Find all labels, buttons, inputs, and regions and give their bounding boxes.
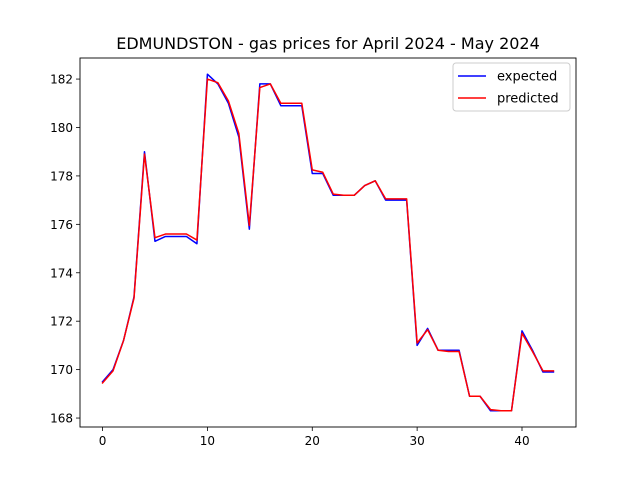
series-layer bbox=[101, 73, 555, 412]
series-line-predicted bbox=[101, 78, 555, 412]
legend-label-predicted: predicted bbox=[497, 92, 559, 107]
axis-ticks: 0 10 20 30 40 168 170 172 174 176 178 180 182 bbox=[50, 73, 530, 448]
legend-box bbox=[452, 62, 571, 112]
y-tick-label: 180 bbox=[50, 121, 73, 135]
legend: expected predicted bbox=[452, 62, 571, 112]
y-tick-label: 174 bbox=[50, 266, 73, 280]
y-tick-label: 170 bbox=[50, 363, 73, 377]
y-tick-label: 182 bbox=[50, 73, 73, 87]
x-tick-label: 40 bbox=[514, 434, 529, 448]
plot-area-frame bbox=[79, 57, 577, 428]
y-tick-label: 176 bbox=[50, 218, 73, 232]
y-tick-label: 172 bbox=[50, 315, 73, 329]
x-tick-label: 0 bbox=[99, 434, 107, 448]
y-tick-label: 168 bbox=[50, 412, 73, 426]
legend-label-expected: expected bbox=[497, 70, 557, 85]
y-tick-label: 178 bbox=[50, 169, 73, 183]
chart-title: EDMUNDSTON - gas prices for April 2024 -… bbox=[116, 34, 540, 53]
series-line-expected bbox=[101, 73, 555, 412]
x-tick-label: 20 bbox=[305, 434, 320, 448]
x-tick-label: 10 bbox=[200, 434, 215, 448]
x-tick-label: 30 bbox=[409, 434, 424, 448]
